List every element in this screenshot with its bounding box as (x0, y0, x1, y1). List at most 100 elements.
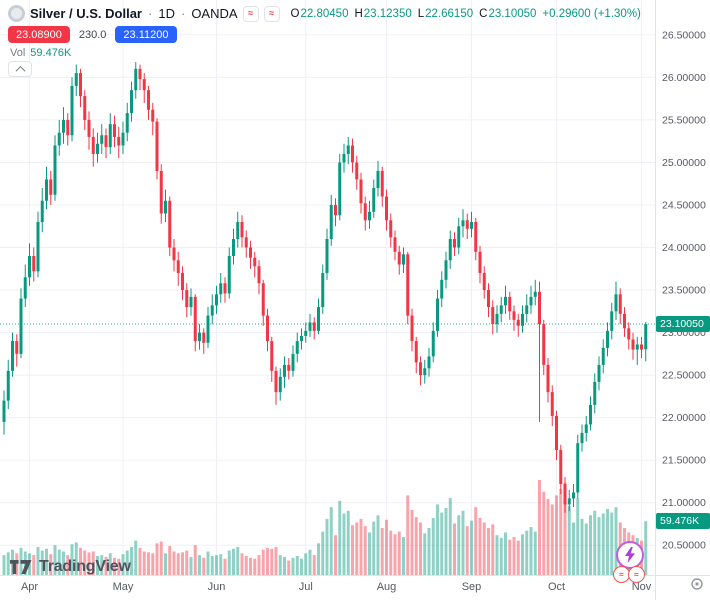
volume-bar (338, 500, 342, 575)
volume-bar (74, 542, 78, 575)
candle-body (533, 291, 537, 297)
candle-body (567, 498, 571, 505)
low-value: 22.66150 (425, 7, 474, 20)
candle-body (172, 247, 176, 261)
candle-body (402, 254, 405, 265)
candle-body (270, 341, 274, 371)
candle-body (423, 368, 427, 376)
volume-bar (538, 480, 541, 575)
volume-bar (172, 551, 176, 575)
candle-body (300, 335, 303, 342)
change-value: +0.29600 (+1.30%) (542, 7, 641, 20)
oanda-wave-badge-icon[interactable]: ≈ (263, 5, 280, 22)
volume-bar (240, 553, 244, 575)
candle-body (325, 239, 329, 274)
broker-bubbles[interactable]: ≈ ≈ (613, 566, 645, 583)
scroll-target-icon[interactable] (690, 577, 704, 591)
tradingview-logo[interactable]: TradingView (10, 558, 131, 576)
candle-body (487, 290, 490, 308)
volume-bar (546, 499, 550, 575)
month-label: Oct (548, 581, 565, 593)
symbol-title[interactable]: Silver / U.S. Dollar (30, 6, 142, 21)
timeframe-label[interactable]: 1D (158, 6, 175, 21)
sell-button[interactable]: 23.08900 (8, 26, 70, 43)
volume-bar (15, 553, 19, 575)
volume-bar (610, 512, 614, 575)
candle-body (185, 290, 189, 308)
candle-body (253, 257, 257, 267)
volume-bar (376, 515, 380, 575)
volume-bar (308, 549, 312, 575)
volume-bar (555, 495, 558, 575)
red-wave-circle-icon: ≈ (628, 566, 645, 583)
volume-bar (304, 553, 308, 575)
candle-body (236, 222, 240, 240)
candle-body (219, 283, 223, 295)
volume-bar (385, 519, 388, 575)
volume-bar (159, 541, 163, 575)
volume-bar (584, 523, 588, 575)
price-tick-label: 23.50000 (662, 285, 706, 297)
volume-bar (117, 558, 121, 575)
candle-body (448, 239, 452, 261)
candle-body (308, 322, 312, 331)
candle-body (393, 237, 397, 252)
volume-bar (355, 522, 359, 575)
current-volume-badge: 59.476K (656, 513, 710, 530)
quick-trade-button[interactable] (616, 541, 644, 569)
oanda-wave-badge-icon[interactable]: ≈ (242, 5, 259, 22)
volume-bar (244, 556, 248, 575)
candle-body (635, 344, 639, 350)
volume-bar (176, 553, 180, 575)
tradingview-logo-icon (10, 560, 32, 574)
candle-body (359, 179, 363, 204)
candle-body (406, 254, 410, 316)
volume-bar (287, 560, 291, 575)
volume-bar (529, 527, 533, 575)
open-label: O (290, 7, 300, 20)
volume-bar (461, 510, 465, 575)
volume-bar (83, 550, 87, 575)
volume-bar (53, 545, 57, 575)
volume-bar (346, 510, 350, 575)
candle-body (317, 307, 320, 331)
separator-dot: · (180, 6, 186, 21)
volume-bar (295, 556, 299, 575)
volume-bar (312, 555, 316, 575)
volume-bar (147, 552, 150, 575)
volume-bar (2, 555, 6, 575)
candle-body (529, 296, 533, 306)
volume-bar (113, 557, 116, 575)
collapse-legend-button[interactable] (8, 61, 32, 77)
volume-bar (198, 555, 201, 575)
volume-bar (155, 543, 159, 575)
candle-body (193, 296, 197, 342)
volume-bar (482, 522, 486, 575)
spread-value: 230.0 (78, 28, 107, 41)
volume-bar (300, 558, 303, 575)
volume-bar (572, 522, 575, 575)
candle-body (32, 256, 36, 272)
volume-bar (62, 551, 65, 575)
volume-bar (601, 513, 605, 575)
volume-bar (580, 518, 584, 575)
candle-body (49, 179, 53, 195)
candle-body (550, 392, 554, 416)
candle-body (478, 251, 482, 274)
price-tick-label: 22.50000 (662, 370, 706, 382)
candle-body (227, 256, 231, 294)
volume-bar (193, 545, 197, 575)
volume-bar (491, 524, 495, 575)
buy-button[interactable]: 23.11200 (115, 26, 177, 43)
candle-body (555, 415, 558, 450)
candle-body (57, 132, 61, 146)
price-tick-label: 21.50000 (662, 455, 706, 467)
exchange-label[interactable]: OANDA (191, 6, 238, 21)
candle-body (631, 339, 635, 350)
volume-bar (57, 549, 61, 575)
volume-bar (130, 546, 133, 575)
candle-body (62, 119, 65, 133)
candle-body (66, 119, 70, 136)
volume-bar (138, 547, 142, 575)
